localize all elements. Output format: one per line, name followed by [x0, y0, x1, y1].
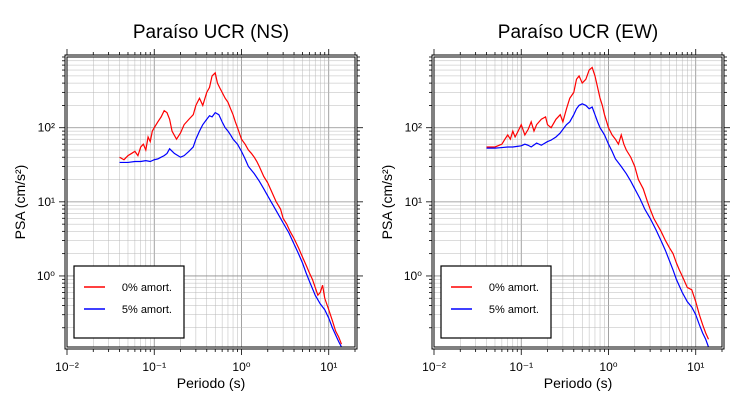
chart-panel-2: 10⁻² 10⁻¹ 10⁰ 10¹ 10⁰ 10¹ 10² Paraíso UCR (EW) P…	[379, 22, 730, 391]
plot-frame	[433, 56, 723, 348]
series-line-blue	[119, 111, 343, 347]
y-tick-label: 10¹	[38, 195, 55, 209]
y-tick-label: 10⁰	[404, 269, 422, 283]
y-tick-label: 10¹	[405, 195, 422, 209]
y-tick-label: 10⁰	[37, 269, 55, 283]
x-tick-label: 10⁻¹	[142, 360, 166, 374]
chart-title: Paraíso UCR (EW)	[498, 22, 658, 43]
chart-title: Paraíso UCR (NS)	[133, 22, 289, 43]
legend-label: 5% amort.	[122, 304, 172, 316]
x-axis-label: Periodo (s)	[544, 375, 612, 391]
legend-label: 0% amort.	[489, 282, 539, 294]
x-axis-label: Periodo (s)	[177, 375, 245, 391]
ticks	[426, 49, 730, 355]
x-tick-label: 10⁰	[599, 360, 617, 374]
x-tick-label: 10⁻²	[55, 360, 79, 374]
y-axis-label: PSA (cm/s²)	[12, 165, 28, 240]
x-tick-label: 10¹	[687, 360, 704, 374]
legend: 0% amort. 5% amort.	[440, 265, 552, 339]
y-axis-label: PSA (cm/s²)	[379, 165, 395, 240]
y-tick-label: 10²	[405, 121, 422, 135]
x-tick-label: 10⁻¹	[509, 360, 533, 374]
series-line-red	[486, 66, 710, 340]
y-tick-label: 10²	[38, 121, 55, 135]
legend-label: 0% amort.	[122, 282, 172, 294]
series-line-red	[119, 71, 343, 345]
ticks	[59, 49, 363, 355]
legend: 0% amort. 5% amort.	[73, 265, 185, 339]
chart-panel-1: 10⁻² 10⁻¹ 10⁰ 10¹ 10⁰ 10¹ 10² Paraíso UCR (NS) P…	[12, 22, 363, 391]
legend-box	[440, 265, 552, 339]
grid	[434, 57, 722, 347]
x-tick-label: 10⁻²	[422, 360, 446, 374]
x-tick-label: 10¹	[320, 360, 337, 374]
series-line-blue	[486, 103, 710, 347]
plot-frame	[66, 56, 356, 348]
legend-label: 5% amort.	[489, 304, 539, 316]
x-tick-label: 10⁰	[232, 360, 250, 374]
legend-box	[73, 265, 185, 339]
